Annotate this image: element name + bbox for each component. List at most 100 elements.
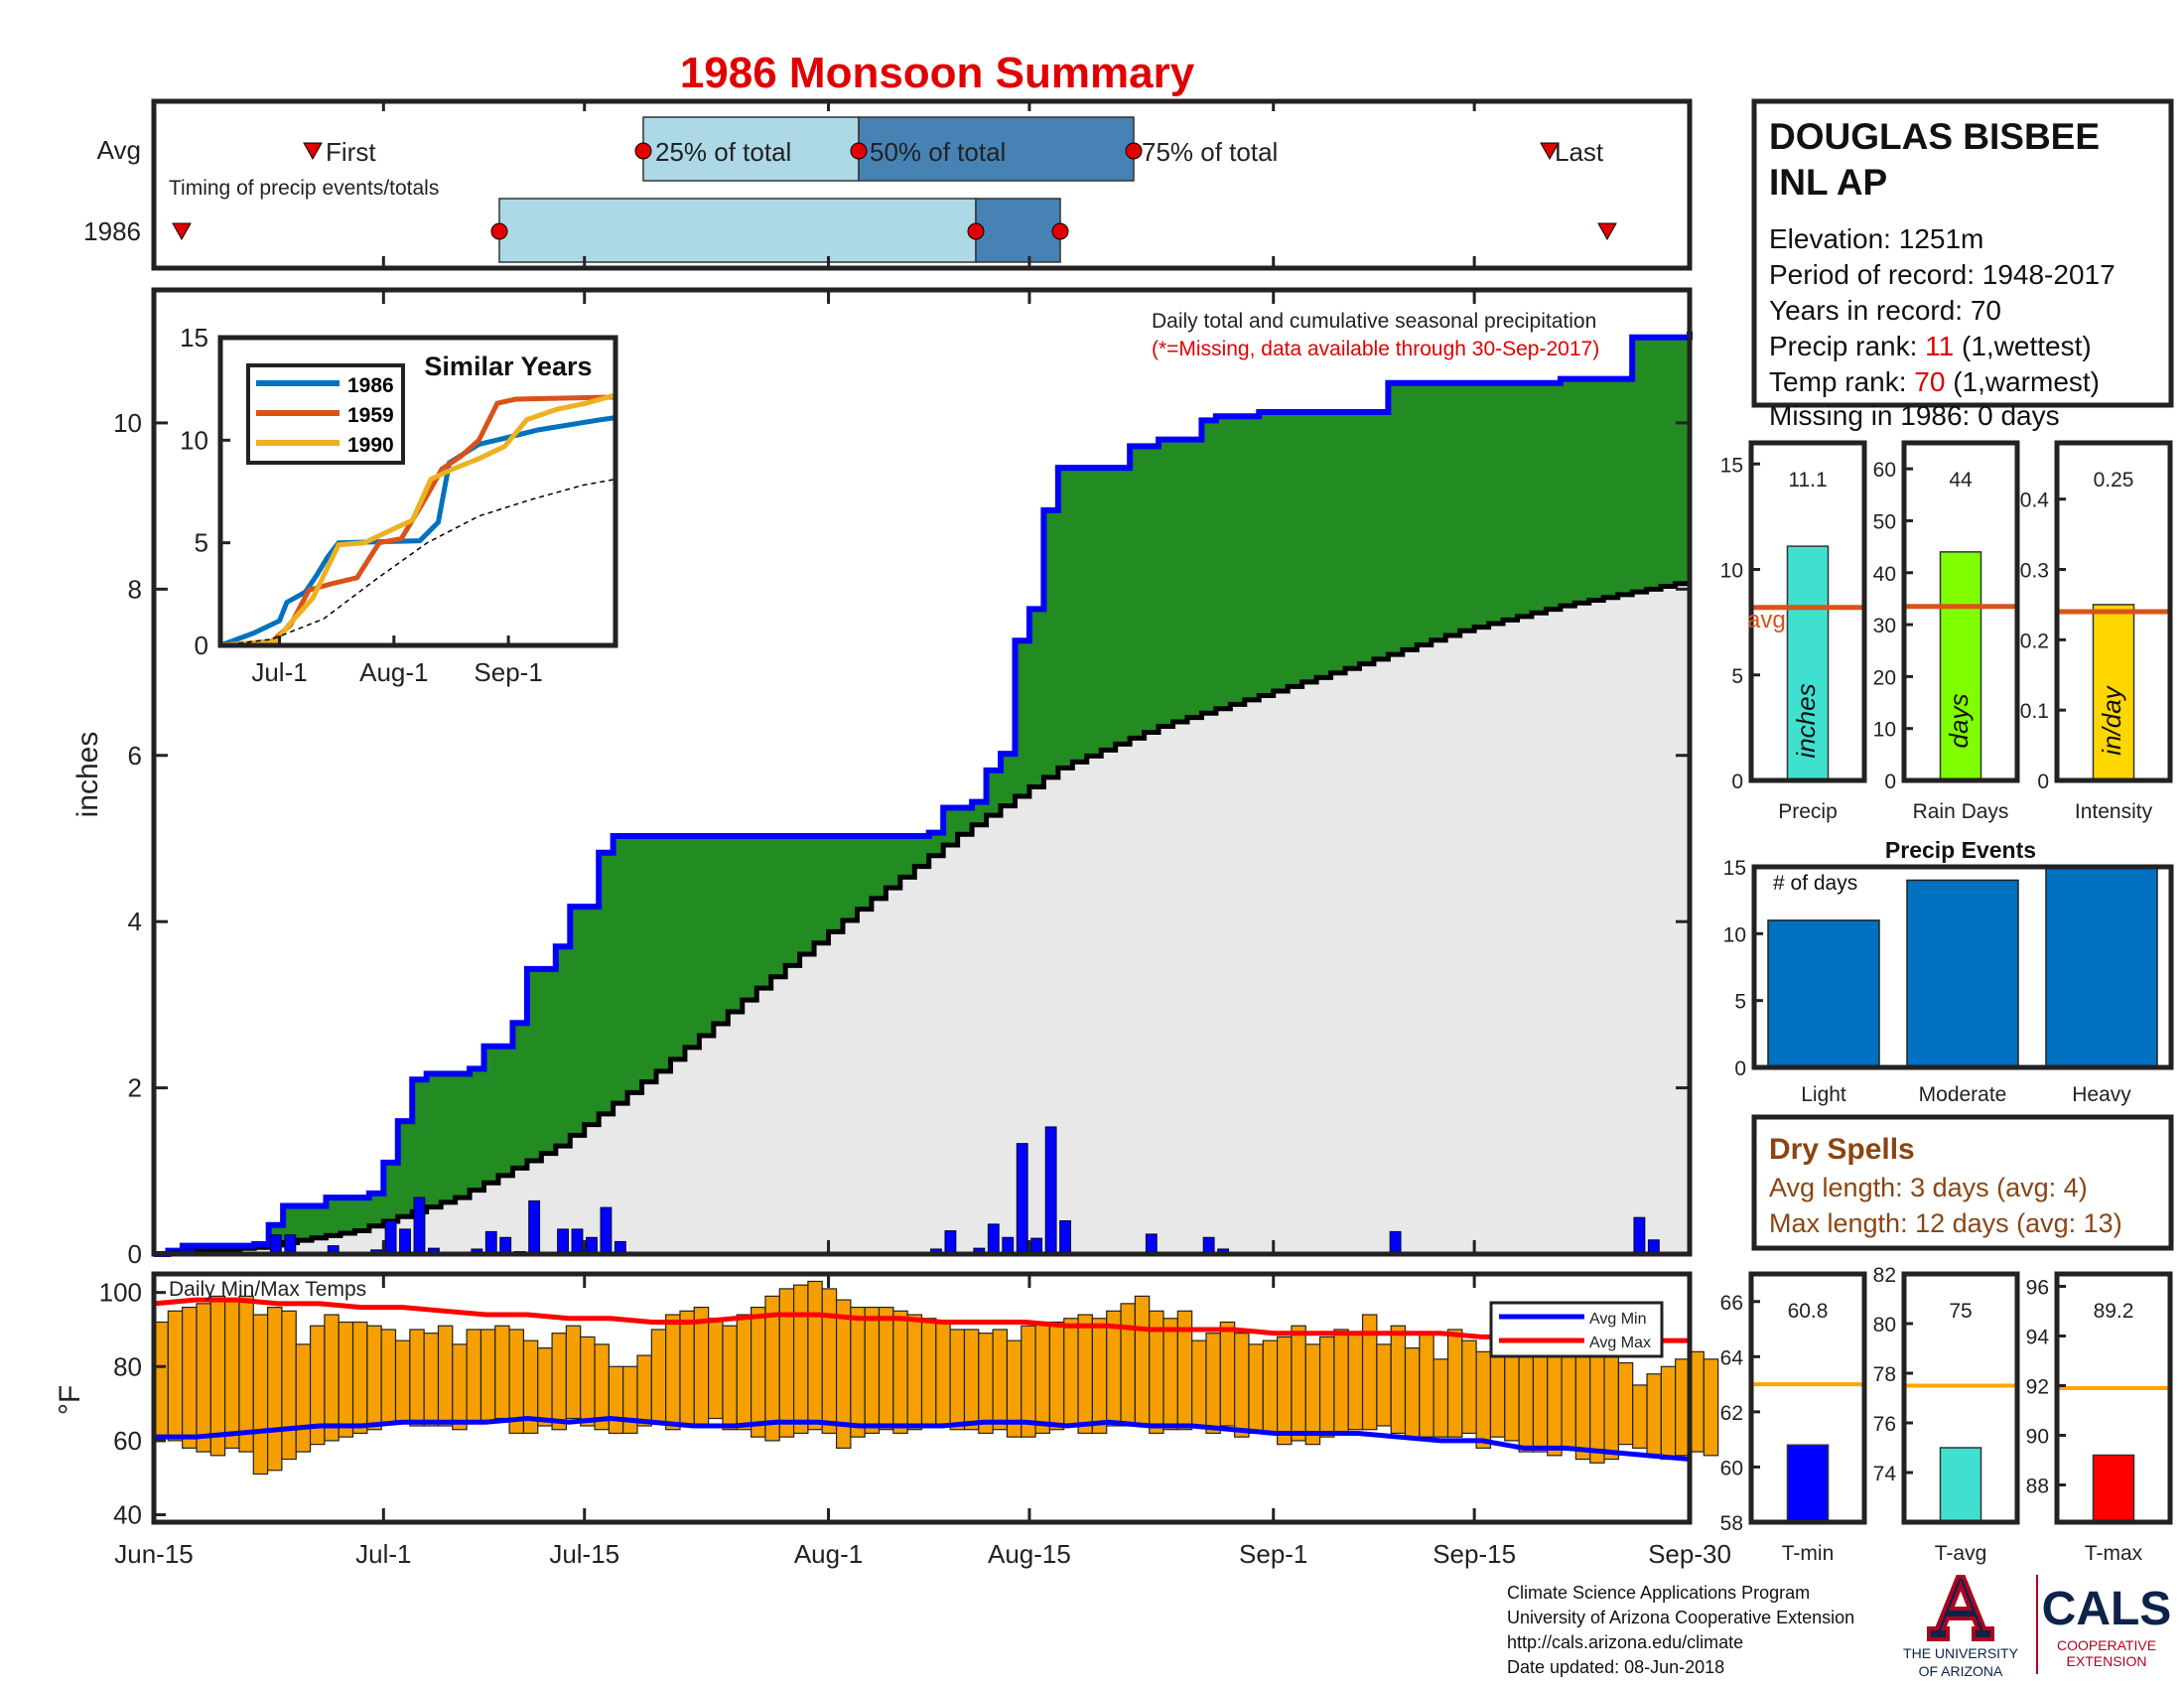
avg-50-75-box — [858, 116, 1135, 182]
inset-y-tick-label: 15 — [180, 323, 208, 352]
temps-legend: Avg Min Avg Max — [1489, 1301, 1664, 1358]
main-y-tick-label: 8 — [128, 574, 142, 604]
date-x-ticks: Jun-15 Jul-1 Jul-15 Aug-1 Aug-15 Sep-1 Sep-15 S… — [114, 101, 1731, 1569]
legend-label-1959: 1959 — [347, 404, 394, 427]
rain-days-axis-label: Rain Days — [1913, 800, 2009, 823]
station-precip-rank: Precip rank: 11 (1,wettest) — [1769, 331, 2092, 361]
t-avg-value-label: 75 — [1949, 1300, 1972, 1323]
x-tick-label: Aug-15 — [988, 1539, 1071, 1569]
year-25-50-box — [498, 198, 977, 263]
events-ylabel-note: # of days — [1773, 872, 1857, 895]
intensity-value-bar — [2092, 604, 2135, 781]
intensity-unit-label: in/day — [2097, 684, 2126, 755]
daily-temp-bar — [494, 1325, 510, 1420]
daily-precip-bar — [557, 1228, 569, 1255]
daily-temp-bar — [182, 1306, 198, 1449]
events-plot-area: Light Moderate Heavy 0 5 10 15 — [1723, 857, 2158, 1106]
timing-first-last-marker — [172, 222, 192, 241]
daily-temp-bar — [281, 1310, 297, 1461]
timing-q25-label: 25% of total — [655, 137, 791, 167]
dry-spells-max-length: Max length: 12 days (avg: 13) — [1769, 1208, 2122, 1238]
daily-temp-bar — [821, 1288, 838, 1435]
x-tick-label: Jul-15 — [549, 1539, 619, 1569]
similar-years-inset: 0 5 10 15 Jul-1 Aug-1 Sep-1 Similar Years 1986… — [180, 323, 618, 687]
daily-temp-bar — [266, 1306, 283, 1472]
daily-temp-bar — [1589, 1339, 1605, 1464]
legend-label-avg-min: Avg Min — [1589, 1311, 1647, 1328]
daily-temp-bar — [1703, 1358, 1719, 1457]
precip-value-bar — [1786, 545, 1830, 781]
cals-sub-line2: EXTENSION — [2067, 1653, 2147, 1669]
daily-temp-bar — [1248, 1343, 1264, 1435]
daily-temp-bar — [679, 1310, 695, 1427]
avg-min-temp-line — [154, 1416, 1691, 1463]
daily-precip-bar — [528, 1199, 541, 1255]
station-elevation: Elevation: 1251m — [1769, 223, 1983, 254]
daily-temp-bar — [807, 1280, 823, 1431]
legend-label-avg-max: Avg Max — [1589, 1335, 1651, 1351]
dry-spells-title: Dry Spells — [1769, 1133, 1915, 1166]
intensity-frame — [2054, 440, 2173, 783]
station-info-box: DOUGLAS BISBEE INL AP Elevation: 1251m P… — [1751, 98, 2174, 431]
daily-precip-bar — [269, 1234, 282, 1255]
daily-temp-bar — [565, 1325, 582, 1420]
main-plot-area — [154, 331, 1693, 1257]
t-min-value-bar — [1786, 1444, 1830, 1523]
timing-first-last-marker — [303, 142, 323, 161]
temps-title: Daily Min/Max Temps — [169, 1278, 366, 1301]
daily-temp-bar — [452, 1343, 468, 1431]
t-max-y-tick-label: 90 — [2026, 1426, 2049, 1449]
events-frame — [1751, 864, 2174, 1070]
timing-panel: Avg 1986 Timing of precip events/totals … — [83, 98, 1693, 271]
daily-precip-bar — [1016, 1143, 1028, 1255]
precip-axis-label: Precip — [1778, 800, 1838, 823]
timing-quantile-marker — [490, 222, 508, 240]
t-min-y-tick-label: 66 — [1720, 1292, 1743, 1315]
events-y-tick-label: 15 — [1723, 857, 1746, 880]
legend-label-1986: 1986 — [347, 374, 394, 397]
station-name-line1: DOUGLAS BISBEE — [1769, 116, 2100, 157]
precip-events-category-label: Heavy — [2072, 1083, 2131, 1106]
intensity-y-tick-label: 0.1 — [2020, 700, 2049, 723]
cals-sub-line1: COOPERATIVE — [2057, 1637, 2156, 1653]
main-y-tick-label: 6 — [128, 741, 142, 771]
daily-temp-bar — [1304, 1343, 1321, 1446]
intensity-y-tick-label: 0.4 — [2020, 490, 2050, 512]
t-max-frame — [2054, 1271, 2173, 1525]
temps-y-tick-label: 100 — [99, 1278, 142, 1308]
daily-temp-bar — [708, 1318, 724, 1420]
x-tick-label: Sep-1 — [1239, 1539, 1307, 1569]
intensity-y-tick-label: 0.3 — [2020, 560, 2049, 583]
x-tick-label: Sep-30 — [1648, 1539, 1731, 1569]
daily-temp-bar — [1489, 1347, 1506, 1438]
precip-frame — [1748, 440, 1867, 783]
daily-temp-bar — [394, 1339, 411, 1423]
temps-y-tick-label: 80 — [113, 1351, 142, 1381]
temps-y-tick-label: 60 — [113, 1426, 142, 1456]
daily-temp-bar — [1291, 1325, 1306, 1442]
daily-temp-bar — [622, 1365, 638, 1435]
precip-unit-label: inches — [1791, 683, 1821, 758]
daily-temp-bar — [1632, 1384, 1648, 1449]
daily-precip-bar — [1202, 1236, 1215, 1255]
rain-days-value-label: 44 — [1949, 469, 1973, 492]
daily-precip-bar — [1145, 1233, 1158, 1255]
footer-line2: University of Arizona Cooperative Extens… — [1507, 1608, 1854, 1627]
figure-title: 1986 Monsoon Summary — [680, 49, 1195, 97]
timing-frame — [151, 98, 1693, 271]
t-min-frame — [1748, 1271, 1867, 1525]
events-y-tick-label: 10 — [1723, 923, 1746, 946]
daily-temp-bar — [1262, 1339, 1279, 1435]
x-tick-label: Jun-15 — [114, 1539, 194, 1569]
x-tick-marks — [152, 101, 1692, 1522]
daily-temp-bar — [423, 1333, 440, 1427]
daily-temp-bar — [551, 1333, 567, 1431]
daily-precip-bar — [413, 1196, 426, 1255]
timing-quantile-marker — [850, 142, 868, 160]
daily-precip-bar — [944, 1230, 957, 1255]
daily-temp-bar — [1219, 1321, 1236, 1427]
inset-x-tick-label: Sep-1 — [474, 657, 542, 687]
daily-temp-bar — [751, 1306, 766, 1438]
daily-precip-bar — [1059, 1220, 1072, 1255]
inset-y-tick-label: 10 — [180, 425, 208, 455]
